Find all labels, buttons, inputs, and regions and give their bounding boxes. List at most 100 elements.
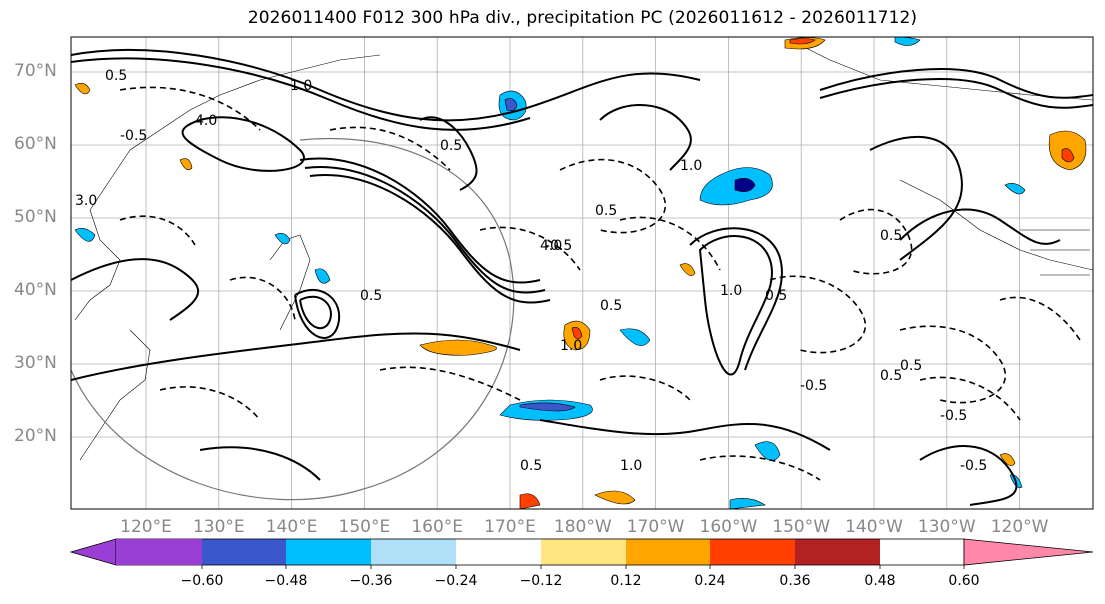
precip-patch [571, 327, 583, 340]
lon-label: 120°W [990, 517, 1049, 537]
lat-label: 60°N [14, 134, 57, 154]
lat-label: 20°N [14, 426, 57, 446]
contour-positive [71, 258, 200, 321]
precip-patch [74, 228, 96, 242]
contour-positive [539, 419, 831, 451]
contour-label: 0.5 [880, 228, 902, 244]
contour-label: 4.0 [540, 238, 562, 254]
contour-positive [309, 174, 551, 304]
contour-positive [819, 78, 1093, 109]
precip-patch [1004, 183, 1026, 195]
divergence-contours [71, 48, 1093, 506]
contour-negative [999, 296, 1081, 341]
lon-label: 160°E [411, 517, 464, 537]
colorbar-tick-label: 0.60 [948, 573, 980, 589]
precip-patch [314, 268, 331, 284]
precip-patch [734, 178, 756, 192]
precip-patch [179, 158, 193, 171]
lat-label: 40°N [14, 280, 57, 300]
contour-positive [299, 157, 541, 284]
contour-label: 0.5 [105, 68, 127, 84]
contour-label: -0.5 [940, 408, 967, 424]
colorbar-segment [286, 539, 371, 565]
colorbar-segment [116, 539, 202, 565]
contour-label: 0.5 [520, 458, 542, 474]
contour-positive [819, 68, 1093, 99]
precipitation-fills [74, 37, 1087, 509]
contour-positive [199, 446, 321, 481]
colorbar-segment [456, 539, 541, 565]
contour-label: 3.0 [75, 193, 97, 209]
precip-patch [754, 441, 781, 461]
contour-positive [294, 288, 341, 339]
contour-positive [899, 208, 1061, 245]
map-title: 2026011400 F012 300 hPa div., precipitat… [247, 8, 918, 28]
contour-label: 0.5 [880, 368, 902, 384]
precip-patch [594, 490, 636, 505]
map-background [71, 37, 1093, 509]
graticule [71, 37, 1093, 509]
lat-label: 30°N [14, 353, 57, 373]
contour-positive [71, 57, 531, 131]
contour-label: 0.5 [765, 288, 787, 304]
colorbar-segment [541, 539, 626, 565]
contour-labels: 0.51.04.03.0-0.50.51.00.5-0.54.00.51.0 0.… [75, 68, 987, 474]
lon-label: 150°E [338, 517, 391, 537]
precip-patch [519, 493, 541, 509]
lon-label: 140°E [265, 517, 318, 537]
precip-patch [419, 339, 497, 356]
colorbar-segment [626, 539, 710, 565]
precip-patch [504, 98, 518, 112]
contour-negative [619, 216, 721, 271]
colorbar-tick-label: −0.36 [349, 573, 393, 589]
contour-label: 0.5 [360, 288, 382, 304]
precip-patch [999, 453, 1016, 466]
precip-patch [619, 328, 651, 346]
contour-positive [599, 104, 692, 171]
lat-label: 50°N [14, 207, 57, 227]
contour-label: 0.5 [900, 358, 922, 374]
colorbar-segment [371, 539, 456, 565]
precip-patch [789, 38, 816, 45]
colorbar-tick-label: −0.60 [180, 573, 224, 589]
contour-label: -0.5 [545, 238, 572, 254]
contour-positive [698, 235, 773, 376]
contour-label: -0.5 [800, 378, 827, 394]
contour-label: -0.5 [960, 458, 987, 474]
map-frame [70, 36, 1094, 510]
precip-patch [519, 402, 576, 412]
lat-label: 70°N [14, 61, 57, 81]
contour-positive [304, 166, 546, 294]
precip-patch [274, 233, 291, 245]
contour-label: 4.0 [195, 113, 217, 129]
lon-label: 130°W [917, 517, 976, 537]
contour-negative [379, 366, 521, 401]
contour-label: 0.5 [440, 138, 462, 154]
precip-patch [729, 498, 766, 509]
contour-negative [559, 158, 667, 234]
lon-label: 170°W [626, 517, 685, 537]
contour-label: 0.5 [595, 203, 617, 219]
colorbar-extend-high [963, 538, 1094, 566]
colorbar-segment [202, 539, 286, 565]
colorbar-segment [795, 539, 880, 565]
contour-negative [769, 275, 867, 354]
contour-negative [899, 325, 1007, 404]
colorbar-tick-label: −0.48 [264, 573, 308, 589]
contour-label: 1.0 [720, 283, 742, 299]
lon-label: 130°E [192, 517, 245, 537]
lon-label: 180°W [553, 517, 612, 537]
precip-patch [679, 263, 696, 276]
contour-positive [181, 116, 305, 172]
colorbar [69, 538, 1094, 569]
lon-label: 120°E [120, 517, 172, 537]
colorbar-tick-label: −0.12 [519, 573, 563, 589]
colorbar-tick-label: 0.24 [694, 573, 726, 589]
lon-label: 150°W [772, 517, 831, 537]
contour-positive [299, 295, 332, 330]
contour-negative [229, 276, 296, 321]
contour-negative [919, 376, 1021, 421]
contour-positive [869, 135, 963, 261]
colorbar-tick-label: 0.48 [864, 573, 896, 589]
